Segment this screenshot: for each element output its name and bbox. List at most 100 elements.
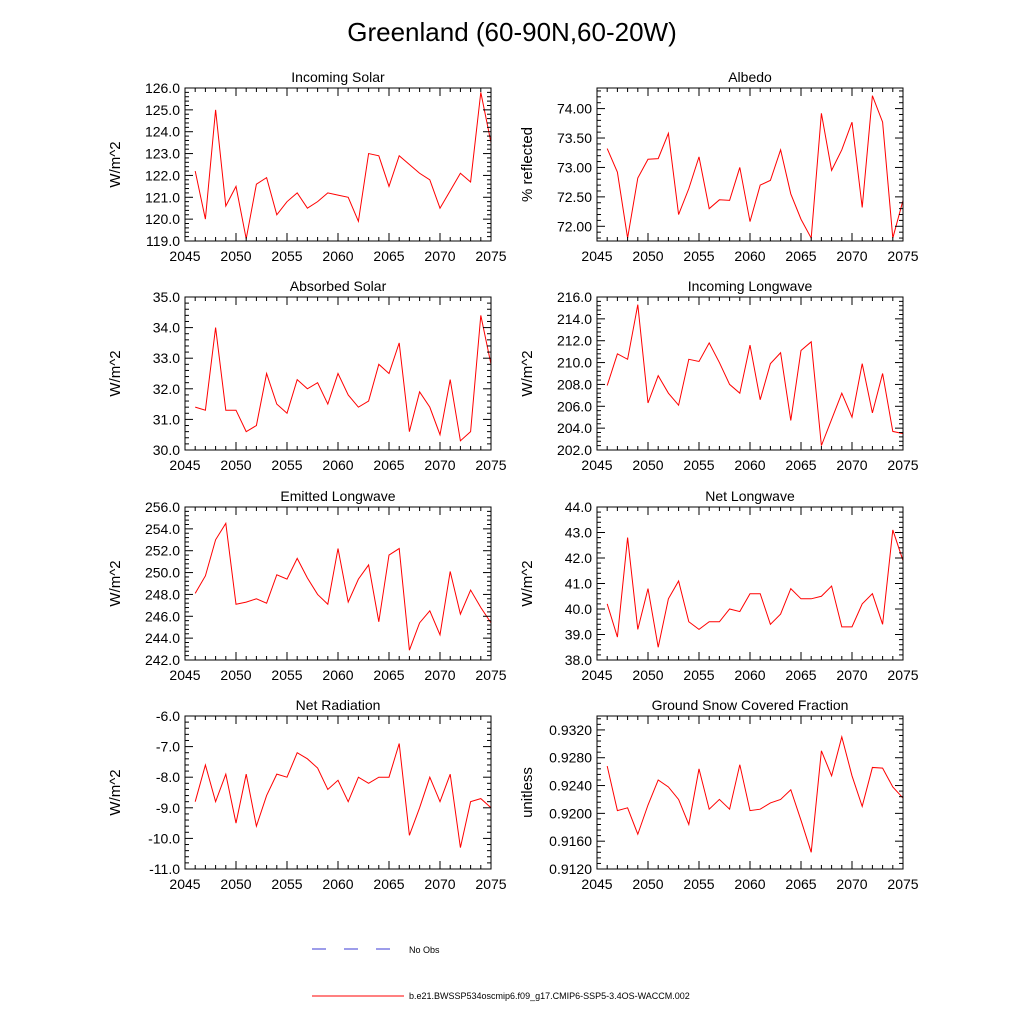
- x-tick-label: 2075: [475, 667, 506, 683]
- x-tick-label: 2055: [683, 457, 714, 473]
- plot-frame: [184, 87, 492, 242]
- y-tick-label: -9.0: [156, 800, 180, 816]
- y-tick-label: 123.0: [145, 146, 180, 162]
- y-tick-label: 39.0: [565, 627, 592, 643]
- y-tick-label: 242.0: [145, 652, 180, 668]
- series-line: [194, 521, 492, 651]
- x-tick-label: 2050: [632, 248, 663, 264]
- x-tick-label: 2055: [683, 876, 714, 892]
- x-tick-label: 2075: [887, 248, 918, 264]
- y-tick-label: 216.0: [557, 289, 592, 305]
- x-tick-label: 2055: [683, 667, 714, 683]
- x-tick-label: 2070: [836, 667, 867, 683]
- x-tick-label: 2045: [581, 248, 612, 264]
- legend: No Obs b.e21.BWSSP534oscmip6.f09_g17.CMI…: [312, 945, 690, 1001]
- x-tick-label: 2060: [734, 248, 765, 264]
- chart-panel-net-radiation: Net Radiation W/m^2 2045 2050 2055 2060 2065 20…: [107, 697, 507, 892]
- plot-frame: [596, 296, 904, 451]
- y-tick-label: 120.0: [145, 211, 180, 227]
- y-tick-label: 210.0: [557, 355, 592, 371]
- series-line: [194, 743, 492, 848]
- series-line: [606, 734, 904, 853]
- y-tick-label: 32.0: [153, 381, 180, 397]
- x-tick-label: 2055: [271, 248, 302, 264]
- y-tick-label: 204.0: [557, 420, 592, 436]
- x-tick-label: 2050: [632, 876, 663, 892]
- x-tick-label: 2070: [424, 457, 455, 473]
- y-axis-label: W/m^2: [519, 560, 536, 606]
- y-tick-label: 73.00: [557, 159, 592, 175]
- panel-title: Albedo: [728, 69, 772, 85]
- y-tick-label: 73.50: [557, 130, 592, 146]
- series-line: [194, 92, 492, 239]
- x-tick-label: 2060: [734, 876, 765, 892]
- x-tick-label: 2075: [887, 876, 918, 892]
- x-tick-label: 2075: [475, 248, 506, 264]
- y-tick-label: 30.0: [153, 442, 180, 458]
- x-tick-label: 2065: [785, 667, 816, 683]
- x-tick-label: 2065: [785, 457, 816, 473]
- x-tick-label: 2045: [581, 876, 612, 892]
- y-tick-label: 0.9200: [549, 805, 592, 821]
- y-tick-label: 248.0: [145, 586, 180, 602]
- y-tick-label: 41.0: [565, 576, 592, 592]
- x-tick-label: 2055: [271, 876, 302, 892]
- x-tick-label: 2050: [220, 457, 251, 473]
- y-axis-label: W/m^2: [107, 769, 124, 815]
- x-tick-label: 2070: [424, 876, 455, 892]
- x-tick-label: 2075: [475, 876, 506, 892]
- y-tick-label: 0.9280: [549, 750, 592, 766]
- x-tick-label: 2045: [169, 667, 200, 683]
- y-tick-label: 208.0: [557, 376, 592, 392]
- x-tick-label: 2050: [220, 667, 251, 683]
- x-tick-label: 2055: [271, 667, 302, 683]
- y-tick-label: 254.0: [145, 521, 180, 537]
- x-tick-label: 2070: [836, 248, 867, 264]
- x-tick-label: 2070: [836, 457, 867, 473]
- x-tick-label: 2075: [887, 667, 918, 683]
- x-tick-label: 2065: [373, 876, 404, 892]
- y-tick-label: 31.0: [153, 411, 180, 427]
- chart-panel-emitted-longwave: Emitted Longwave W/m^2 2045 2050 2055 2060 206…: [107, 488, 507, 683]
- x-tick-label: 2060: [322, 876, 353, 892]
- y-tick-label: 35.0: [153, 289, 180, 305]
- x-tick-label: 2045: [169, 457, 200, 473]
- x-tick-label: 2070: [836, 876, 867, 892]
- y-axis-label: unitless: [519, 767, 536, 818]
- y-tick-label: 124.0: [145, 124, 180, 140]
- x-tick-label: 2060: [734, 667, 765, 683]
- x-tick-label: 2050: [632, 457, 663, 473]
- panel-title: Absorbed Solar: [290, 278, 387, 294]
- x-tick-label: 2050: [632, 667, 663, 683]
- chart-panel-incoming-longwave: Incoming Longwave W/m^2 2045 2050 2055 2060 20…: [519, 278, 919, 473]
- x-tick-label: 2065: [373, 457, 404, 473]
- y-tick-label: 256.0: [145, 499, 180, 515]
- x-tick-label: 2070: [424, 667, 455, 683]
- y-axis-label: W/m^2: [107, 350, 124, 396]
- chart-panel-incoming-solar: Incoming Solar W/m^2 2045 2050 2055 2060 2065 2…: [107, 69, 507, 264]
- chart-panel-albedo: Albedo % reflected 2045 2050 2055 2060 2065 207…: [519, 69, 919, 264]
- y-tick-label: 246.0: [145, 608, 180, 624]
- plot-frame: [184, 506, 492, 661]
- y-tick-label: -6.0: [156, 708, 180, 724]
- y-tick-label: -7.0: [156, 739, 180, 755]
- x-tick-label: 2050: [220, 248, 251, 264]
- y-tick-label: 0.9240: [549, 778, 592, 794]
- chart-panel-net-longwave: Net Longwave W/m^2 2045 2050 2055 2060 2065 207…: [519, 488, 919, 683]
- y-tick-label: 0.9160: [549, 833, 592, 849]
- y-tick-label: 0.9120: [549, 861, 592, 877]
- x-tick-label: 2070: [424, 248, 455, 264]
- x-tick-label: 2055: [271, 457, 302, 473]
- y-tick-label: -8.0: [156, 769, 180, 785]
- y-tick-label: 0.9320: [549, 722, 592, 738]
- y-tick-label: 119.0: [146, 233, 180, 249]
- chart-panel-ground-snow-covered-fraction: Ground Snow Covered Fraction unitless 2045…: [519, 697, 919, 892]
- x-tick-label: 2050: [220, 876, 251, 892]
- x-tick-label: 2065: [373, 248, 404, 264]
- chart-panel-absorbed-solar: Absorbed Solar W/m^2 2045 2050 2055 2060 2065 2…: [107, 278, 507, 473]
- series-line: [195, 315, 492, 442]
- series-line: [606, 304, 904, 446]
- legend-no-obs-label: No Obs: [409, 945, 440, 955]
- y-tick-label: 252.0: [145, 543, 180, 559]
